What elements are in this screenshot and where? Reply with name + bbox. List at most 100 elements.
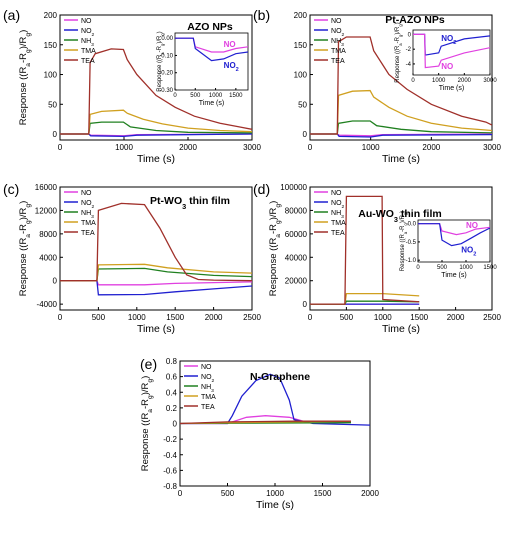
x-tick-label: 1000 [374,313,392,322]
inset-x-tick-label: 2000 [458,78,472,84]
legend-entry: NO [331,18,342,25]
y-tick-label: 0 [53,130,58,139]
inset: 0 500 1000 1500 0.0 -0.5 -1.0 Time (s) Response … [400,211,497,279]
panel-0: (a) 0 1000 2000 3000 0 50 100 150 200 Time (s) Resp… [3,7,261,165]
y-tick-label: 0 [303,130,308,139]
legend-entry: TMA [201,394,216,401]
y-tick-label: 0 [53,277,58,286]
y-tick-label: 0 [173,420,178,429]
y-tick-label: 12000 [35,206,58,215]
y-axis-label: Response ((Ra-Rg)/Rg) [268,201,282,297]
y-tick-label: 150 [294,41,308,50]
series-line-tea [180,420,351,425]
y-tick-label: -0.6 [163,466,177,475]
x-tick-label: 0 [58,313,63,322]
x-tick-label: 2000 [179,143,197,152]
inset-annotation: NO2 [224,61,239,73]
x-axis-label: Time (s) [137,323,175,335]
x-tick-label: 1500 [314,489,332,498]
inset-annotation: NO [224,40,236,49]
inset-x-tick-label: 1500 [483,265,497,271]
inset-y-tick-label: -1.0 [406,258,417,264]
y-tick-label: 100000 [280,183,307,192]
series-line-tea [310,36,492,135]
y-tick-label: 80000 [285,206,308,215]
legend-entry: NH3 [81,38,94,48]
series-group [60,48,252,138]
y-tick-label: 4000 [39,253,57,262]
panel-4: (e) 0 500 1000 1500 2000 -0.8 -0.6 -0.4 -0.2 0 0.2 0… [140,356,379,511]
y-tick-label: 100 [44,71,58,80]
inset-frame [417,219,491,263]
series-group [60,202,252,296]
x-tick-label: 1500 [410,313,428,322]
inset: 0 1000 2000 3000 0 -2 -4 Time (s) Response ((Ra-… [395,22,497,92]
y-tick-label: 0 [303,300,308,309]
y-tick-label: -0.2 [163,435,177,444]
y-tick-label: -0.8 [163,482,177,491]
legend-entry: TMA [81,220,96,227]
y-axis-label: Response ((Ra-Rg)/Rg) [18,201,32,297]
plot-frame [59,14,253,141]
y-tick-label: 60000 [285,230,308,239]
y-tick-label: 0.4 [166,388,178,397]
x-tick-label: 500 [92,313,106,322]
inset-y-tick-label: -0.20 [159,71,173,77]
inset-annotation: NO [441,62,453,71]
legend-entry: NO [201,364,212,371]
inset-x-tick-label: 500 [437,265,448,271]
inset-x-axis-label: Time (s) [441,272,466,279]
legend-entry: TEA [201,404,215,411]
legend-entry: NH3 [331,38,344,48]
legend-entry: NO2 [81,28,95,38]
inset-x-axis-label: Time (s) [439,85,464,92]
inset-x-tick-label: 500 [190,93,201,99]
inset-y-tick-label: -0.5 [406,240,417,246]
x-tick-label: 1000 [362,143,380,152]
series-line-tea [60,202,252,282]
series-group [180,373,370,426]
x-axis-label: Time (s) [256,499,294,511]
legend-entry: NO2 [331,200,345,210]
panel-title: Pt-AZO NPs [385,14,445,26]
inset-y-tick-label: 0.00 [161,36,173,42]
y-tick-label: 16000 [35,183,58,192]
y-axis-label: Response ((Ra-Rg)/Rg) [18,30,32,126]
legend-entry: TMA [81,48,96,55]
x-tick-label: 2000 [361,489,379,498]
panel-title: N-Graphene [250,371,310,383]
series-group [310,195,420,305]
y-tick-label: 150 [44,41,58,50]
series-line-tea [60,48,252,135]
x-tick-label: 1500 [166,313,184,322]
y-tick-label: 0.8 [166,357,178,366]
inset-x-tick-label: 1500 [229,93,243,99]
legend-entry: NO2 [201,374,215,384]
inset-series-group [413,33,490,69]
legend-entry: NO2 [331,28,345,38]
panel-label: (e) [140,356,157,372]
inset-frame [174,32,249,91]
series-line-tma [60,263,252,282]
inset-y-axis-label: Response ((Ra-Rg)/Rg) [395,22,403,82]
panel-title: AZO NPs [187,21,233,33]
inset-series-line-no2 [175,37,248,62]
inset-y-tick-label: -4 [406,62,412,68]
inset-y-tick-label: -2 [406,47,412,53]
x-tick-label: 2000 [422,143,440,152]
panel-label: (d) [253,181,270,197]
panel-1: (b) 0 1000 2000 3000 0 50 100 150 200 Time (s) NO NO… [253,7,501,165]
legend-entry: NH3 [331,210,344,220]
inset-y-tick-label: 0 [408,32,412,38]
legend-entry: NO [81,18,92,25]
inset-x-tick-label: 0 [416,265,420,271]
x-tick-label: 500 [221,489,235,498]
x-tick-label: 2500 [483,313,501,322]
legend-entry: NH3 [81,210,94,220]
inset-y-tick-label: 0.0 [408,222,417,228]
y-tick-label: -0.4 [163,451,177,460]
inset-annotation: NO2 [441,34,456,46]
y-tick-label: 8000 [39,230,57,239]
plot-frame [59,186,253,311]
